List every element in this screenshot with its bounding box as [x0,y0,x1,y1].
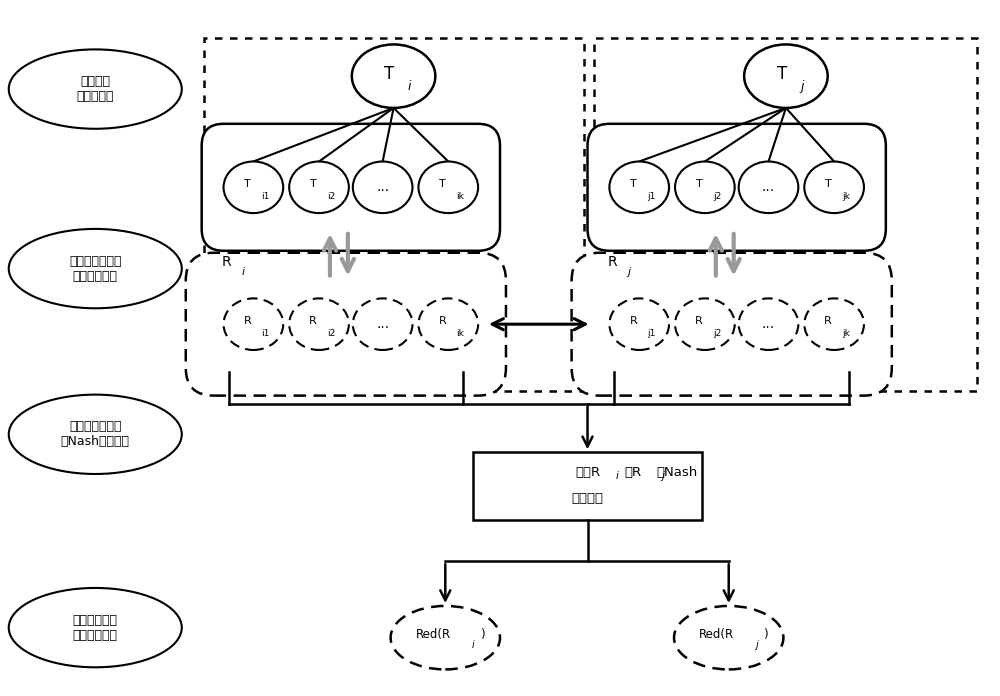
Text: ik: ik [456,191,464,200]
Text: T: T [244,180,251,189]
Ellipse shape [675,299,735,350]
Ellipse shape [609,299,669,350]
Ellipse shape [744,45,828,108]
FancyBboxPatch shape [204,38,584,390]
Ellipse shape [9,49,182,129]
Text: j: j [755,640,758,649]
Ellipse shape [739,299,798,350]
Text: i: i [241,267,245,276]
Text: 和R: 和R [625,466,642,479]
FancyBboxPatch shape [202,124,500,251]
Text: ik: ik [456,329,464,338]
Text: T: T [696,180,702,189]
Text: ...: ... [376,180,389,194]
Text: 基于精英能量向
量的博弈子树: 基于精英能量向 量的博弈子树 [69,255,122,283]
Ellipse shape [353,161,412,213]
Text: i1: i1 [261,191,269,200]
Text: R: R [222,255,231,269]
Text: i2: i2 [327,191,335,200]
Text: 脑波信号交叉博
弈Nash均衡约简: 脑波信号交叉博 弈Nash均衡约简 [61,420,130,448]
Ellipse shape [289,299,349,350]
FancyBboxPatch shape [594,38,977,390]
Text: Red(R: Red(R [699,628,734,641]
Ellipse shape [289,161,349,213]
FancyBboxPatch shape [186,253,506,395]
Ellipse shape [391,606,500,670]
Ellipse shape [224,299,283,350]
Ellipse shape [224,161,283,213]
Text: 中Nash: 中Nash [656,466,698,479]
Ellipse shape [353,299,412,350]
Text: j1: j1 [647,329,655,338]
Text: T: T [825,180,832,189]
FancyBboxPatch shape [473,452,702,520]
Text: i: i [472,640,475,649]
Text: i: i [616,471,619,481]
Ellipse shape [9,588,182,667]
Text: R: R [309,316,317,326]
Text: ...: ... [762,317,775,331]
Ellipse shape [418,161,478,213]
Text: R: R [695,316,703,326]
Text: 三层交叉
博弈能量树: 三层交叉 博弈能量树 [77,75,114,103]
Text: ...: ... [762,180,775,194]
FancyBboxPatch shape [588,124,886,251]
Ellipse shape [352,45,435,108]
Text: R: R [607,255,617,269]
Text: 删除R: 删除R [575,466,600,479]
Text: 非支配解: 非支配解 [572,492,604,505]
Text: jk: jk [842,191,850,200]
Text: j2: j2 [713,329,721,338]
Text: j1: j1 [647,191,655,200]
Ellipse shape [674,606,783,670]
Ellipse shape [675,161,735,213]
Text: j: j [627,267,630,276]
Text: T: T [777,65,787,84]
Ellipse shape [9,229,182,308]
Text: 最优脑波病历
信号约简子集: 最优脑波病历 信号约简子集 [73,614,118,642]
Text: i2: i2 [327,329,335,338]
Text: T: T [384,65,395,84]
Text: ...: ... [376,317,389,331]
Text: Red(R: Red(R [416,628,451,641]
Text: i: i [408,79,411,93]
Text: i1: i1 [261,329,269,338]
Text: ): ) [480,628,484,641]
Text: T: T [310,180,316,189]
Ellipse shape [9,395,182,474]
Text: j2: j2 [713,191,721,200]
Text: ): ) [763,628,768,641]
Ellipse shape [804,161,864,213]
Text: j: j [800,79,804,93]
Text: T: T [630,180,637,189]
Ellipse shape [609,161,669,213]
Text: T: T [439,180,446,189]
Ellipse shape [804,299,864,350]
Text: jk: jk [842,329,850,338]
FancyBboxPatch shape [572,253,892,395]
Text: j: j [662,471,665,481]
Text: R: R [629,316,637,326]
Text: R: R [244,316,251,326]
Text: R: R [438,316,446,326]
Ellipse shape [418,299,478,350]
Ellipse shape [739,161,798,213]
Text: R: R [824,316,832,326]
